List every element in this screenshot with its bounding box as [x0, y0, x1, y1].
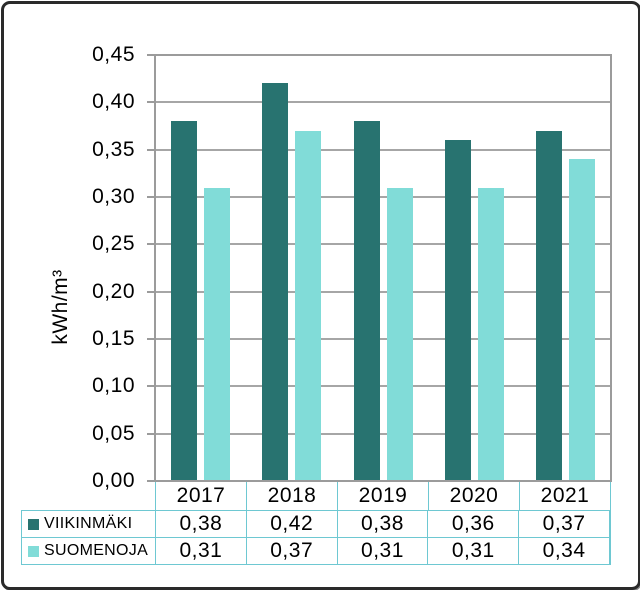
y-axis-title: kWh/m³: [49, 269, 72, 345]
y-axis-tick-label: 0,15: [92, 327, 135, 350]
value-cell-viikinmaki-2018: 0,42: [247, 511, 338, 537]
y-axis-ticks-layer: 0,45 0,40 0,35 0,30 0,25 0,20 0,15 0,10 0,05 0,00: [4, 4, 638, 587]
value-cell-viikinmaki-2019: 0,38: [338, 511, 429, 537]
y-axis-tickmark: [147, 149, 154, 151]
y-axis-tick-label: 0,40: [92, 90, 135, 113]
value-cell-suomenoja-2020: 0,31: [428, 538, 520, 564]
gridline: [155, 149, 611, 151]
y-axis-tickmark: [147, 338, 154, 340]
y-axis-tickmark: [147, 54, 154, 56]
table-row-suomenoja: SUOMENOJA 0,31 0,37 0,31 0,31 0,34: [22, 538, 610, 564]
gridline: [155, 338, 611, 340]
x-axis-category-row: 2017 2018 2019 2020 2021: [155, 482, 611, 510]
legend-label: SUOMENOJA: [44, 542, 149, 559]
value-cell-suomenoja-2021: 0,34: [519, 538, 610, 564]
bar-suomenoja-2021: [569, 159, 595, 481]
value-cell-suomenoja-2017: 0,31: [156, 538, 247, 564]
y-axis-tickmark: [147, 291, 154, 293]
y-axis-tickmark: [147, 385, 154, 387]
legend-swatch-suomenoja: [28, 545, 39, 557]
y-axis-tick-label: 0,30: [92, 185, 135, 208]
y-axis-tickmark: [147, 101, 154, 103]
gridlines-layer: [4, 4, 638, 587]
y-axis-tick-label: 0,00: [92, 469, 135, 492]
gridline: [155, 433, 611, 435]
y-axis-tick-label: 0,20: [92, 280, 135, 303]
y-axis-tick-label: 0,45: [92, 43, 135, 66]
y-axis-tick-label: 0,10: [92, 374, 135, 397]
table-row-viikinmaki: VIIKINMÄKI 0,38 0,42 0,38 0,36 0,37: [22, 511, 610, 538]
bar-viikinmaki-2017: [171, 121, 197, 481]
bars-layer: [4, 4, 638, 587]
y-axis-tick-label: 0,25: [92, 232, 135, 255]
bar-viikinmaki-2018: [262, 83, 288, 481]
y-axis-tickmark: [147, 196, 154, 198]
legend-cell-viikinmaki: VIIKINMÄKI: [22, 511, 156, 537]
y-axis-tick-label: 0,35: [92, 138, 135, 161]
value-cell-suomenoja-2018: 0,37: [247, 538, 338, 564]
value-cell-suomenoja-2019: 0,31: [338, 538, 429, 564]
bar-suomenoja-2019: [387, 188, 413, 481]
legend-label: VIIKINMÄKI: [44, 515, 133, 532]
y-axis-tickmark: [147, 243, 154, 245]
y-axis-tickmark: [147, 480, 154, 482]
gridline: [155, 196, 611, 198]
x-axis-label-2019: 2019: [338, 482, 429, 510]
data-table-rows: VIIKINMÄKI 0,38 0,42 0,38 0,36 0,37 SUOMENOJA 0…: [21, 510, 611, 565]
data-table: 2017 2018 2019 2020 2021 VIIKINMÄKI 0,38 0,42 0…: [21, 482, 611, 565]
legend-cell-suomenoja: SUOMENOJA: [22, 538, 156, 564]
value-cell-viikinmaki-2017: 0,38: [156, 511, 247, 537]
legend-swatch-viikinmaki: [28, 518, 39, 530]
bar-suomenoja-2018: [295, 131, 321, 481]
plot-area-border: [154, 54, 612, 482]
x-axis-label-2018: 2018: [247, 482, 338, 510]
y-axis-tick-label: 0,05: [92, 422, 135, 445]
bar-viikinmaki-2021: [536, 131, 562, 481]
value-cell-viikinmaki-2020: 0,36: [428, 511, 520, 537]
gridline: [155, 385, 611, 387]
gridline: [155, 101, 611, 103]
bar-suomenoja-2020: [478, 188, 504, 481]
y-axis-tickmark: [147, 433, 154, 435]
x-axis-label-2020: 2020: [429, 482, 520, 510]
x-axis-label-2021: 2021: [520, 482, 611, 510]
x-axis-label-2017: 2017: [156, 482, 247, 510]
bar-viikinmaki-2020: [445, 140, 471, 481]
bar-suomenoja-2017: [204, 188, 230, 481]
value-cell-viikinmaki-2021: 0,37: [519, 511, 610, 537]
gridline: [155, 291, 611, 293]
bar-viikinmaki-2019: [354, 121, 380, 481]
gridline: [155, 243, 611, 245]
